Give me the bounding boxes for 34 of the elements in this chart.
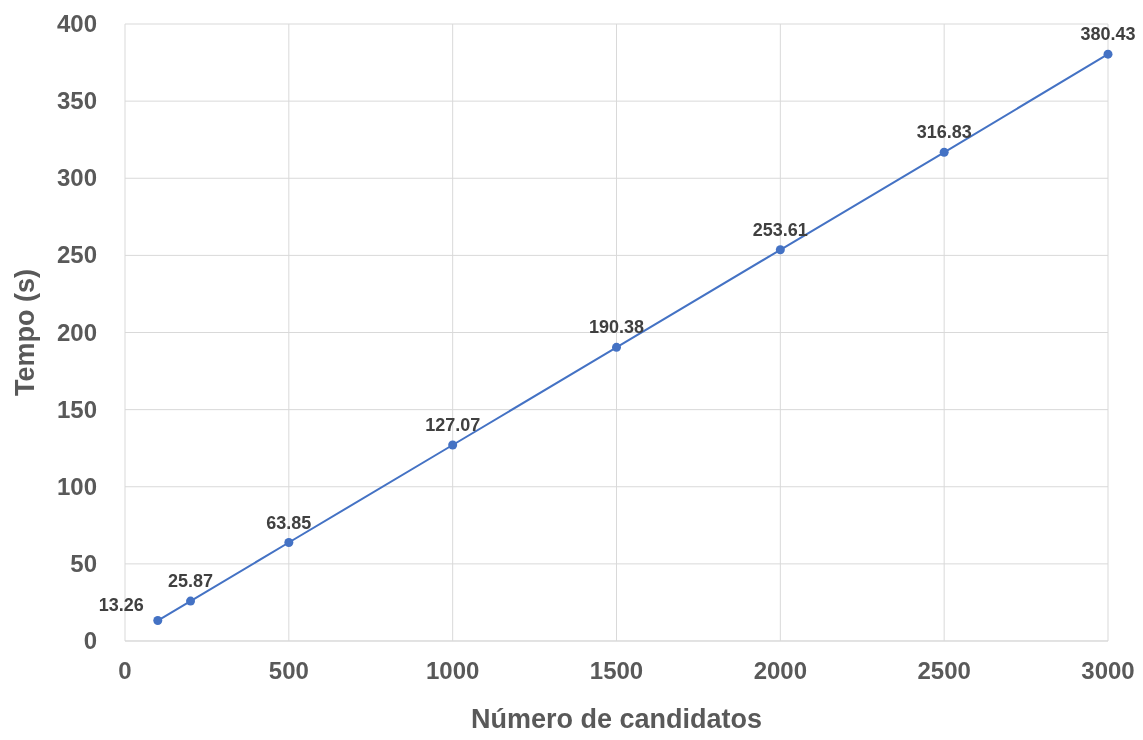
y-tick-label: 100 <box>56 472 97 500</box>
x-axis-title: Número de candidatos <box>470 704 763 734</box>
y-tick-label: 150 <box>56 395 97 423</box>
data-label: 316.83 <box>916 122 972 143</box>
y-tick-label: 400 <box>56 10 97 37</box>
point <box>153 616 163 626</box>
data-label: 380.43 <box>1080 24 1136 45</box>
x-tick-label: 1000 <box>425 657 480 684</box>
data-label: 253.61 <box>752 219 808 240</box>
data-label: 63.85 <box>266 512 312 533</box>
data-label: 13.26 <box>98 594 144 615</box>
data-label: 25.87 <box>168 571 214 592</box>
point <box>612 342 621 352</box>
x-tick-label: 3000 <box>1081 657 1135 684</box>
point <box>775 245 785 255</box>
y-tick-label: 200 <box>56 318 97 346</box>
y-axis-title: Tempo (s) <box>10 269 40 396</box>
data-label: 190.38 <box>588 317 645 338</box>
point <box>939 147 949 157</box>
x-tick-label: 2500 <box>917 657 971 684</box>
y-tick-label: 350 <box>56 87 97 115</box>
x-tick-label: 1500 <box>589 657 644 684</box>
y-tick-label: 300 <box>56 164 97 192</box>
data-label: 127.07 <box>425 414 481 435</box>
x-tick-label: 0 <box>118 657 132 684</box>
y-tick-label: 50 <box>70 549 97 577</box>
point <box>284 538 294 548</box>
x-tick-label: 2000 <box>753 657 808 684</box>
point <box>186 596 196 606</box>
x-tick-label: 500 <box>268 657 309 684</box>
y-tick-label: 0 <box>83 627 97 654</box>
point <box>1103 49 1113 59</box>
point <box>448 440 458 450</box>
y-tick-label: 250 <box>56 241 97 269</box>
